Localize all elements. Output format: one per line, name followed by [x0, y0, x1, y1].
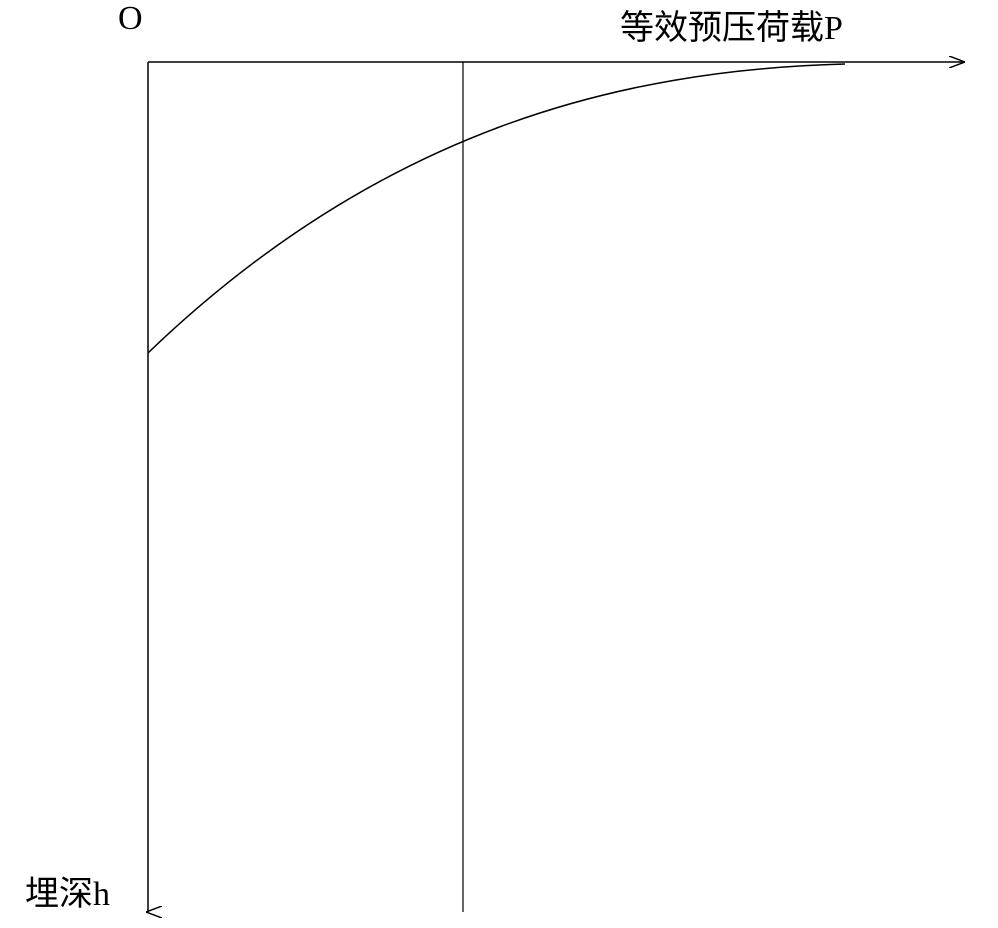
x-axis-label: 等效预压荷载P: [620, 0, 843, 49]
origin-label: O: [118, 0, 143, 38]
curve-line: [148, 64, 845, 353]
y-axis-label: 埋深h: [25, 866, 110, 915]
diagram-svg: [0, 0, 998, 928]
diagram-container: O 等效预压荷载P 埋深h: [0, 0, 998, 928]
